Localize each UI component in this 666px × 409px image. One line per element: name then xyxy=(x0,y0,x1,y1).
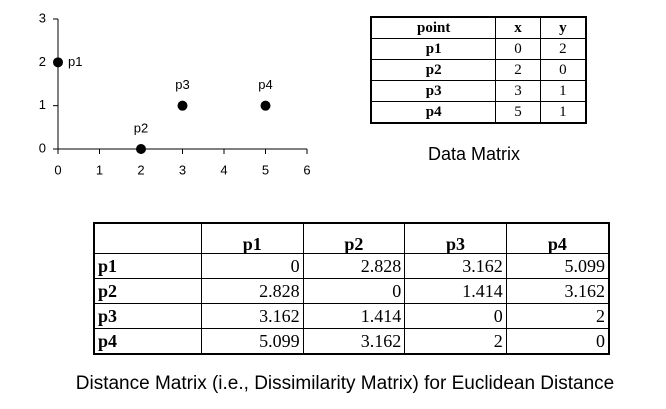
cell: p1 xyxy=(93,253,202,279)
cell: 0 xyxy=(505,328,610,355)
cell: 2 xyxy=(404,328,507,355)
cell: 5.099 xyxy=(505,253,610,279)
point xyxy=(136,144,146,154)
point xyxy=(177,100,188,111)
header-cell: x xyxy=(495,16,541,39)
header-row: p1 p2 p3 p4 xyxy=(93,222,610,254)
cell: p3 xyxy=(370,80,497,102)
cell: p4 xyxy=(370,101,497,124)
y-tick-label: 3 xyxy=(39,10,46,25)
point xyxy=(53,57,63,68)
row: p2 2.828 0 1.414 3.162 xyxy=(93,278,610,304)
cell: 2.828 xyxy=(201,278,304,304)
distance-matrix-caption: Distance Matrix (i.e., Dissimilarity Mat… xyxy=(75,373,615,394)
row: p4 5 1 xyxy=(370,101,587,124)
x-tick-label: 1 xyxy=(96,162,103,177)
header-row: point x y xyxy=(370,16,587,39)
cell: 3.162 xyxy=(302,328,406,355)
cell: 5 xyxy=(495,101,541,124)
row: p1 0 2.828 3.162 5.099 xyxy=(93,253,610,279)
x-tick-label: 4 xyxy=(220,162,227,177)
y-tick-label: 1 xyxy=(39,97,46,112)
header-cell: p2 xyxy=(302,222,406,254)
cell: 0 xyxy=(302,278,406,304)
x-tick-label: 0 xyxy=(54,162,61,177)
y-tick-label: 0 xyxy=(39,140,46,155)
x-tick-label: 6 xyxy=(303,162,310,177)
row: p4 5.099 3.162 2 0 xyxy=(93,328,610,355)
cell: 1.414 xyxy=(302,303,406,329)
cell: 3.162 xyxy=(505,278,610,304)
point-label: p2 xyxy=(134,120,148,135)
cell: p4 xyxy=(93,328,202,355)
cell: p3 xyxy=(93,303,202,329)
header-cell: y xyxy=(539,16,587,39)
cell: 3.162 xyxy=(201,303,304,329)
cell: 0 xyxy=(539,59,587,81)
point xyxy=(260,100,271,111)
cell: p1 xyxy=(370,38,497,60)
cell: 1 xyxy=(539,101,587,124)
header-cell: p4 xyxy=(505,222,610,254)
row: p3 3.162 1.414 0 2 xyxy=(93,303,610,329)
data-matrix: point x y p1 0 2 p2 2 0 p3 3 1 p4 5 1 xyxy=(370,16,587,124)
cell: 0 xyxy=(201,253,304,279)
cell: 5.099 xyxy=(201,328,304,355)
corner-cell xyxy=(93,222,202,254)
cell: 2.828 xyxy=(302,253,406,279)
cell: p2 xyxy=(93,278,202,304)
cell: 2 xyxy=(495,59,541,81)
cell: 2 xyxy=(505,303,610,329)
x-tick-label: 5 xyxy=(262,162,269,177)
cell: 3 xyxy=(495,80,541,102)
cell: 3.162 xyxy=(404,253,507,279)
point-label: p1 xyxy=(68,54,82,69)
cell: p2 xyxy=(370,59,497,81)
x-tick-label: 2 xyxy=(137,162,144,177)
point-label: p3 xyxy=(175,77,189,92)
cell: 0 xyxy=(495,38,541,60)
row: p1 0 2 xyxy=(370,38,587,60)
cell: 1.414 xyxy=(404,278,507,304)
cell: 2 xyxy=(539,38,587,60)
scatter-chart: 0 1 2 3 0 1 2 3 4 5 6 p1 p2 p3 p4 xyxy=(39,10,311,177)
cell: 0 xyxy=(404,303,507,329)
header-cell: p1 xyxy=(201,222,304,254)
cell: 1 xyxy=(539,80,587,102)
y-tick-label: 2 xyxy=(39,54,46,69)
point-label: p4 xyxy=(258,77,272,92)
header-cell: point xyxy=(370,16,497,39)
x-tick-label: 3 xyxy=(179,162,186,177)
data-matrix-caption: Data Matrix xyxy=(428,144,521,164)
distance-matrix: p1 p2 p3 p4 p1 0 2.828 3.162 5.099 p2 2.828 0 1.414 3… xyxy=(93,222,610,355)
row: p3 3 1 xyxy=(370,80,587,102)
row: p2 2 0 xyxy=(370,59,587,81)
header-cell: p3 xyxy=(404,222,507,254)
